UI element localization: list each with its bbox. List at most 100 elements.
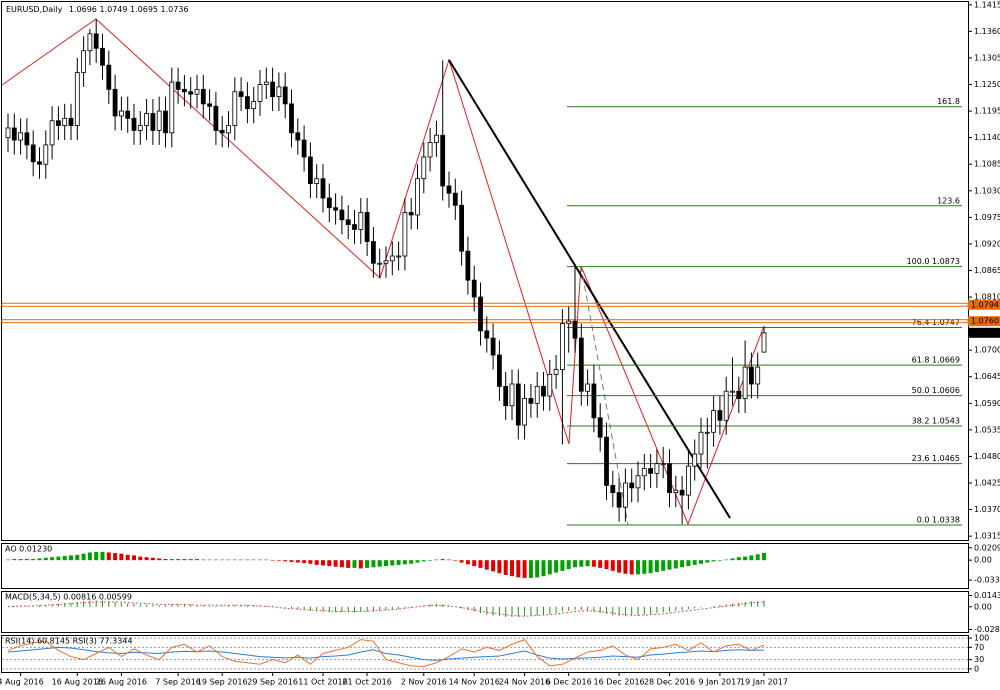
candle-body xyxy=(37,161,42,165)
candle-body xyxy=(150,113,156,131)
y-tick-label: 1.0590 xyxy=(974,399,1000,408)
candle-body xyxy=(282,86,288,105)
candle-body xyxy=(528,398,534,404)
candle-body xyxy=(736,390,742,399)
ao-bar xyxy=(503,560,508,575)
x-tick-label: 9 Jan 2017 xyxy=(698,678,741,687)
ao-bar xyxy=(730,558,735,561)
ao-bar xyxy=(680,560,685,568)
candle-body xyxy=(490,337,496,356)
candle-body xyxy=(566,320,572,325)
candle-body xyxy=(623,482,628,508)
ao-bar xyxy=(125,554,130,561)
ao-bar xyxy=(673,560,678,569)
candle-body xyxy=(226,125,231,134)
ao-bar xyxy=(182,558,187,561)
candle-body xyxy=(56,120,61,126)
ao-bar xyxy=(245,559,250,561)
level-price-box xyxy=(968,299,1000,310)
ao-bar xyxy=(50,557,55,561)
y-tick-label: 0.00 xyxy=(974,556,992,565)
y-tick-label: 1.0975 xyxy=(974,213,1000,222)
ao-bar xyxy=(402,560,407,565)
ao-bar xyxy=(37,558,42,561)
candle-body xyxy=(181,88,187,93)
ao-bar xyxy=(295,560,300,563)
candle-body xyxy=(345,219,351,225)
ao-bar xyxy=(201,559,206,561)
x-tick-label: 26 Aug 2016 xyxy=(96,678,147,687)
x-tick-label: 29 Sep 2016 xyxy=(247,678,298,687)
ao-bar xyxy=(579,560,584,567)
candle-body xyxy=(496,354,502,387)
ao-bar xyxy=(522,560,527,578)
ao-bar xyxy=(75,554,80,561)
candle-body xyxy=(604,436,609,486)
y-tick-label: 0.01435 xyxy=(974,591,1000,600)
candle-body xyxy=(276,86,282,98)
candle-body xyxy=(5,127,11,139)
ao-bar xyxy=(176,558,181,561)
ao-bar xyxy=(358,560,363,569)
candle-body xyxy=(18,132,24,141)
ao-bar xyxy=(220,559,225,561)
candle-body xyxy=(730,390,735,393)
ao-bar xyxy=(56,556,61,561)
candle-body xyxy=(232,91,238,126)
close-quote: 1.0736 xyxy=(161,5,189,14)
candle-body xyxy=(742,366,748,399)
candle-body xyxy=(667,463,672,494)
ao-bar xyxy=(547,560,552,575)
candle-body xyxy=(81,50,86,73)
ao-bar xyxy=(276,560,281,561)
candle-body xyxy=(295,132,301,141)
ao-bar xyxy=(195,558,199,561)
open-quote: 1.0696 xyxy=(69,5,97,14)
candle-body xyxy=(389,255,395,262)
level-price-label: 1.0794 xyxy=(971,300,999,309)
candle-body xyxy=(251,101,257,110)
y-tick-label: 1.0645 xyxy=(974,372,1000,381)
fib-label: 38.2 1.0543 xyxy=(912,417,960,426)
fib-label: 161.8 xyxy=(937,97,960,106)
y-tick-label: 1.0865 xyxy=(974,266,1000,275)
current-price-box xyxy=(968,327,1000,338)
ao-bar xyxy=(623,560,628,574)
candle-body xyxy=(698,431,704,455)
candle-body xyxy=(307,156,313,184)
candle-body xyxy=(11,127,17,141)
ao-bar xyxy=(705,560,710,563)
ao-bar xyxy=(724,559,729,561)
candle-body xyxy=(433,134,439,143)
high-quote: 1.0749 xyxy=(99,5,127,14)
ao-bar xyxy=(213,559,218,561)
ao-bar xyxy=(302,560,307,564)
y-tick-label: 1.0535 xyxy=(974,425,1000,434)
ao-bar xyxy=(169,558,174,561)
candle-body xyxy=(749,366,754,385)
candle-body xyxy=(572,320,578,339)
candle-body xyxy=(465,250,471,281)
ao-bar xyxy=(749,555,754,561)
candle-body xyxy=(471,279,477,298)
ao-bar xyxy=(113,553,118,561)
candle-body xyxy=(660,463,666,466)
candle-body xyxy=(711,410,716,433)
ao-bar xyxy=(390,560,395,566)
y-tick-label: 1.1305 xyxy=(974,53,1000,62)
ao-bar xyxy=(699,560,703,564)
ao-bar xyxy=(585,560,590,567)
candle-body xyxy=(314,178,320,184)
y-tick-label: -0.02874 xyxy=(974,625,1000,634)
ao-bar xyxy=(617,560,622,573)
candle-body xyxy=(131,117,137,131)
ao-bar xyxy=(453,560,458,561)
candle-body xyxy=(219,130,225,134)
candle-body xyxy=(452,192,458,206)
ao-bar xyxy=(440,558,445,561)
ao-bar xyxy=(232,559,237,561)
candle-body xyxy=(238,91,244,98)
ao-bar xyxy=(264,559,269,561)
ao-bar xyxy=(308,560,313,564)
